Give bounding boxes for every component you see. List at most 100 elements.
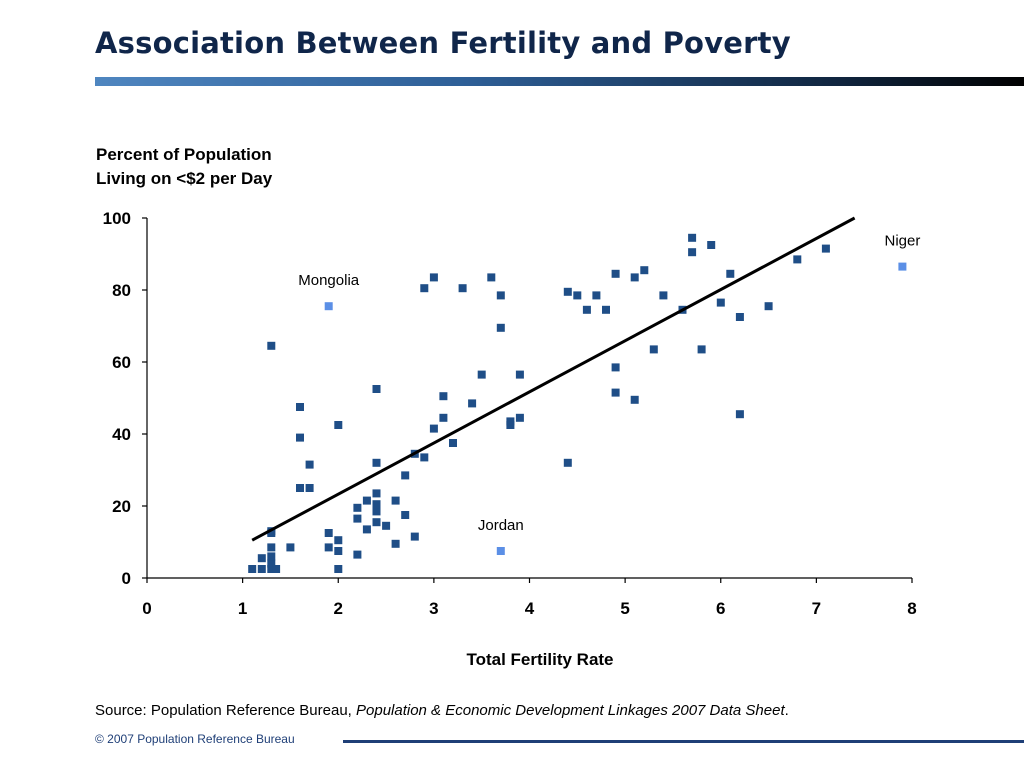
data-point bbox=[401, 511, 410, 519]
data-point bbox=[420, 284, 429, 293]
highlight-point-mongolia bbox=[324, 302, 333, 311]
data-point bbox=[487, 273, 496, 282]
data-point bbox=[716, 298, 725, 307]
annotation-jordan: Jordan bbox=[478, 517, 524, 534]
data-point bbox=[391, 496, 400, 505]
data-point bbox=[267, 559, 276, 568]
y-tick-label: 100 bbox=[103, 209, 131, 228]
x-tick-label: 4 bbox=[525, 599, 535, 618]
data-point bbox=[286, 543, 295, 552]
highlight-point-jordan bbox=[496, 547, 505, 555]
data-point bbox=[611, 363, 620, 372]
x-tick-label: 5 bbox=[620, 599, 629, 618]
x-tick-label: 1 bbox=[238, 599, 247, 618]
data-point bbox=[611, 388, 620, 397]
data-point bbox=[353, 503, 362, 512]
data-points bbox=[248, 233, 830, 573]
data-point bbox=[449, 439, 457, 447]
data-point bbox=[372, 507, 381, 516]
data-point bbox=[515, 370, 524, 379]
data-point bbox=[602, 305, 610, 314]
annotation-niger: Niger bbox=[885, 233, 921, 250]
data-point bbox=[506, 417, 515, 426]
data-point bbox=[477, 370, 486, 379]
copyright-notice: © 2007 Population Reference Bureau bbox=[95, 732, 295, 746]
data-point bbox=[334, 536, 343, 545]
y-tick-label: 40 bbox=[112, 425, 131, 444]
highlight-point-niger bbox=[898, 262, 907, 271]
data-point bbox=[573, 291, 582, 300]
data-point bbox=[410, 532, 419, 541]
data-point bbox=[267, 543, 276, 552]
data-point bbox=[735, 410, 744, 419]
x-tick-label: 3 bbox=[429, 599, 438, 618]
x-tick-label: 8 bbox=[907, 599, 916, 618]
x-axis-label: Total Fertility Rate bbox=[466, 650, 613, 669]
data-point bbox=[735, 313, 744, 321]
y-axis-label-line-1: Percent of Population bbox=[96, 145, 272, 164]
y-ticks: 0 20 40 60 80 100 bbox=[103, 209, 147, 588]
y-tick-label: 20 bbox=[112, 497, 131, 516]
data-point bbox=[372, 500, 381, 509]
data-point bbox=[429, 424, 438, 433]
data-point bbox=[248, 565, 257, 573]
data-point bbox=[257, 554, 266, 563]
source-suffix: . bbox=[784, 702, 789, 719]
y-tick-label: 60 bbox=[112, 353, 131, 372]
data-point bbox=[401, 471, 410, 480]
data-point bbox=[267, 552, 276, 561]
data-point bbox=[688, 248, 697, 257]
data-point bbox=[563, 287, 572, 296]
data-point bbox=[334, 547, 343, 555]
data-point bbox=[582, 305, 591, 314]
x-tick-label: 6 bbox=[716, 599, 725, 618]
data-point bbox=[611, 269, 620, 278]
data-point bbox=[630, 395, 639, 404]
data-point bbox=[296, 484, 304, 492]
data-point bbox=[305, 484, 314, 492]
data-point bbox=[429, 273, 438, 282]
data-point bbox=[305, 460, 314, 469]
data-point bbox=[420, 453, 429, 462]
data-point bbox=[362, 496, 371, 505]
data-point bbox=[324, 543, 333, 552]
source-citation: Source: Population Reference Bureau, Pop… bbox=[95, 702, 789, 719]
data-point bbox=[257, 565, 266, 573]
data-point bbox=[697, 345, 706, 354]
data-point bbox=[353, 514, 362, 523]
data-point bbox=[496, 323, 505, 332]
data-point bbox=[659, 291, 668, 300]
x-tick-label: 0 bbox=[142, 599, 151, 618]
data-point bbox=[649, 345, 658, 354]
data-point bbox=[324, 529, 333, 537]
data-point bbox=[468, 399, 477, 408]
data-point bbox=[372, 385, 381, 393]
data-point bbox=[372, 458, 381, 467]
x-ticks: 0 1 2 3 4 5 6 7 8 bbox=[142, 578, 917, 618]
data-point bbox=[563, 458, 572, 467]
source-prefix: Source: Population Reference Bureau, bbox=[95, 702, 356, 719]
data-point bbox=[458, 284, 467, 293]
axes bbox=[146, 218, 912, 579]
y-axis-label-line-2: Living on <$2 per Day bbox=[96, 169, 273, 188]
data-point bbox=[296, 403, 304, 411]
data-point bbox=[353, 550, 362, 559]
data-point bbox=[496, 291, 505, 300]
highlighted-points: Mongolia Jordan Niger bbox=[298, 233, 920, 555]
y-tick-label: 0 bbox=[122, 569, 131, 588]
data-point bbox=[821, 244, 830, 253]
data-point bbox=[688, 233, 697, 242]
footer-rule bbox=[343, 740, 1024, 743]
data-point bbox=[272, 565, 281, 573]
data-point bbox=[372, 489, 381, 498]
data-point bbox=[391, 539, 400, 548]
x-tick-label: 7 bbox=[812, 599, 821, 618]
data-point bbox=[267, 341, 276, 350]
data-point bbox=[334, 565, 343, 573]
data-point bbox=[334, 421, 343, 429]
data-point bbox=[439, 413, 448, 422]
data-point bbox=[707, 241, 716, 249]
y-tick-label: 80 bbox=[112, 281, 131, 300]
